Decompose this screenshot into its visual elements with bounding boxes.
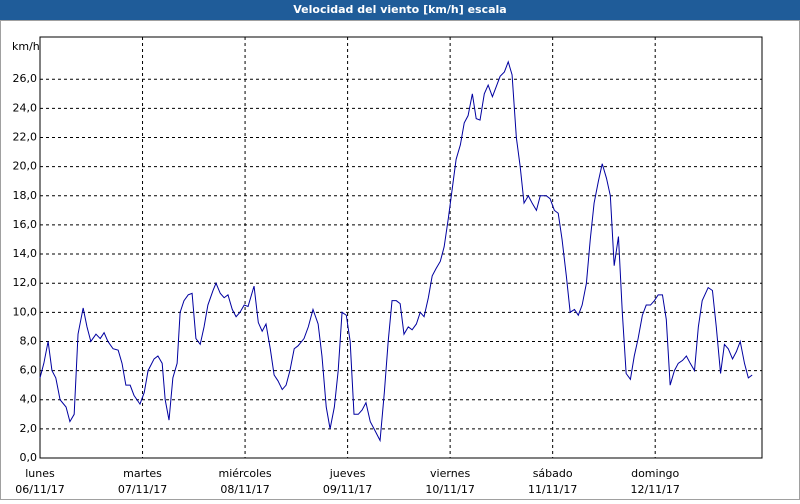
x-tick-label: jueves — [329, 467, 366, 480]
x-tick-label: lunes — [25, 467, 55, 480]
title-bar — [0, 0, 800, 20]
x-tick-date: 12/11/17 — [630, 483, 679, 496]
y-tick-label: 8,0 — [20, 334, 38, 347]
plot-frame — [39, 36, 763, 459]
x-tick-date: 10/11/17 — [425, 483, 474, 496]
y-tick-label: 18,0 — [13, 189, 38, 202]
chart-title: Velocidad del viento [km/h] escala — [293, 3, 506, 16]
x-tick-date: 09/11/17 — [323, 483, 372, 496]
y-tick-label: 20,0 — [13, 160, 38, 173]
y-tick-label: 6,0 — [20, 364, 38, 377]
y-tick-label: 22,0 — [13, 131, 38, 144]
y-tick-label: 26,0 — [13, 72, 38, 85]
y-tick-label: 10,0 — [13, 305, 38, 318]
y-tick-label: 24,0 — [13, 101, 38, 114]
x-tick-label: viernes — [430, 467, 470, 480]
y-tick-label: 4,0 — [20, 393, 38, 406]
y-tick-label: 2,0 — [20, 422, 38, 435]
y-unit: km/h — [12, 40, 40, 53]
y-tick-label: 12,0 — [13, 276, 38, 289]
x-tick-date: 06/11/17 — [15, 483, 64, 496]
y-tick-label: 16,0 — [13, 218, 38, 231]
x-tick-label: sábado — [533, 467, 573, 480]
x-tick-label: miércoles — [218, 467, 271, 480]
wind-line — [39, 60, 753, 443]
x-tick-label: domingo — [631, 467, 679, 480]
y-tick-label: 14,0 — [13, 247, 38, 260]
x-tick-label: martes — [123, 467, 162, 480]
y-tick-label: 0,0 — [20, 451, 38, 464]
x-tick-date: 08/11/17 — [220, 483, 269, 496]
x-tick-date: 07/11/17 — [118, 483, 167, 496]
x-tick-date: 11/11/17 — [528, 483, 577, 496]
